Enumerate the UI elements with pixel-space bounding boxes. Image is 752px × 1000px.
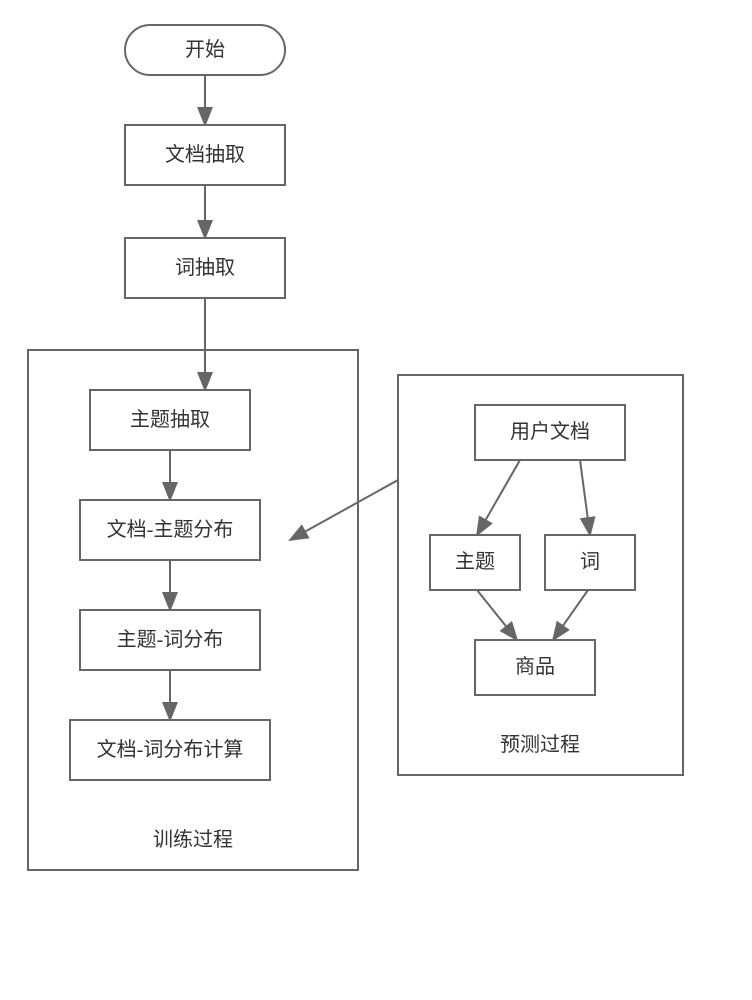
word-label: 词 xyxy=(580,551,600,573)
edge-predict-to-train xyxy=(290,480,398,540)
product-label: 商品 xyxy=(515,655,555,678)
edge-topic-product xyxy=(477,590,517,640)
topic-word-label: 主题-词分布 xyxy=(117,628,224,651)
doc-extract-label: 文档抽取 xyxy=(165,143,245,166)
doc-topic-label: 文档-主题分布 xyxy=(107,518,234,541)
user-doc-label: 用户文档 xyxy=(510,420,590,443)
topic-label: 主题 xyxy=(455,550,495,573)
predict-container-label: 预测过程 xyxy=(500,733,580,756)
edge-userdoc-topic xyxy=(477,460,520,535)
edge-userdoc-word xyxy=(580,460,590,535)
start-label: 开始 xyxy=(185,38,225,61)
flowchart-canvas: 训练过程 预测过程 开始 文档抽取 词抽取 主题抽取 文档-主题分布 主题-词分… xyxy=(0,0,752,1000)
doc-word-label: 文档-词分布计算 xyxy=(97,738,244,761)
train-container-label: 训练过程 xyxy=(153,828,233,851)
word-extract-label: 词抽取 xyxy=(175,256,235,279)
edge-word-product xyxy=(553,590,588,640)
topic-extract-label: 主题抽取 xyxy=(130,408,210,431)
